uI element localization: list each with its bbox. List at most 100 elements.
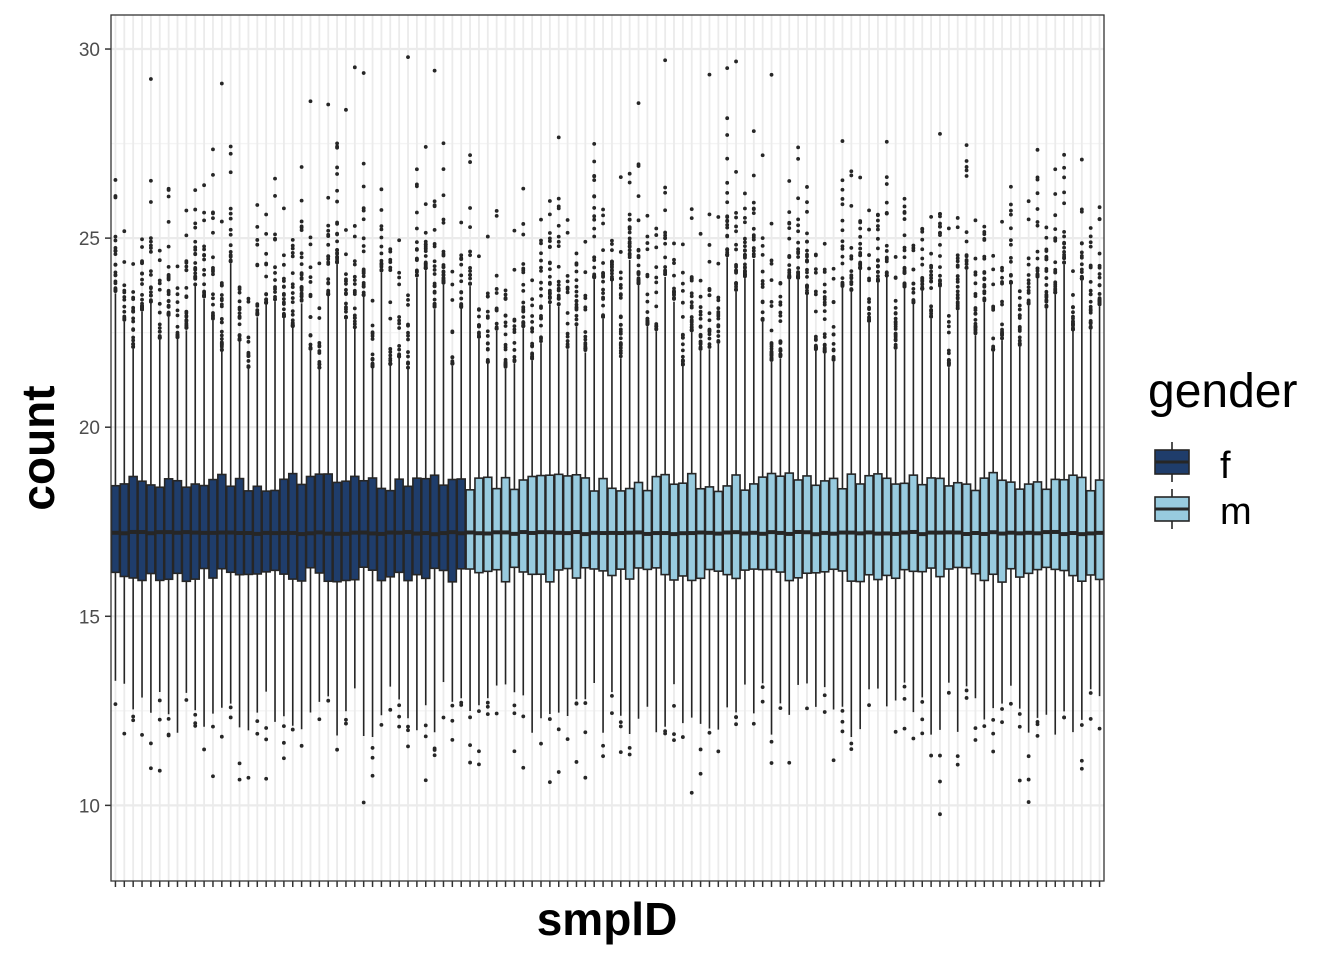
outlier-point xyxy=(290,324,295,328)
outlier-point xyxy=(211,311,215,315)
box-iqr xyxy=(926,477,936,569)
outlier-point xyxy=(299,224,304,229)
outlier-point xyxy=(228,227,233,232)
outlier-point xyxy=(858,220,863,225)
outlier-point xyxy=(335,172,339,176)
box-sample-37 xyxy=(429,68,440,758)
box-sample-98 xyxy=(970,218,981,742)
outlier-point xyxy=(1026,754,1031,759)
outlier-point xyxy=(131,297,136,301)
outlier-point xyxy=(281,293,286,297)
outlier-point xyxy=(264,262,269,267)
box-iqr xyxy=(713,490,724,572)
outlier-point xyxy=(273,297,277,302)
outlier-point xyxy=(565,285,570,290)
box-iqr xyxy=(917,483,928,573)
outlier-point xyxy=(805,288,809,293)
outlier-point xyxy=(459,290,464,295)
box-sample-48 xyxy=(527,278,537,733)
outlier-point xyxy=(140,237,144,242)
outlier-point xyxy=(716,295,721,300)
outlier-point xyxy=(148,239,153,244)
box-sample-53 xyxy=(571,251,582,764)
outlier-point xyxy=(1079,276,1084,281)
outlier-point xyxy=(1088,320,1093,325)
outlier-point xyxy=(281,253,286,258)
outlier-point xyxy=(1088,717,1093,721)
outlier-point xyxy=(556,279,561,284)
outlier-point xyxy=(663,255,668,260)
outlier-point xyxy=(441,220,446,225)
outlier-point xyxy=(468,272,472,277)
outlier-point xyxy=(459,220,464,225)
outlier-point xyxy=(1000,322,1004,327)
outlier-point xyxy=(397,321,402,326)
outlier-point xyxy=(893,255,898,259)
outlier-point xyxy=(184,264,189,269)
outlier-point xyxy=(202,257,206,262)
outlier-point xyxy=(335,141,339,146)
outlier-point xyxy=(920,229,925,234)
outlier-point xyxy=(955,296,960,301)
outlier-point xyxy=(574,251,579,256)
outlier-point xyxy=(379,722,384,727)
outlier-point xyxy=(796,275,801,279)
box-sample-101 xyxy=(997,219,1007,725)
box-iqr xyxy=(287,472,298,580)
outlier-point xyxy=(326,223,331,228)
outlier-point xyxy=(627,180,632,185)
outlier-point xyxy=(1044,269,1049,273)
outlier-point xyxy=(352,262,357,267)
outlier-point xyxy=(707,332,712,337)
box-sample-86 xyxy=(864,208,874,708)
outlier-point xyxy=(725,225,730,230)
box-sample-91 xyxy=(908,243,919,741)
outlier-point xyxy=(725,133,730,137)
box-sample-11 xyxy=(199,183,209,752)
outlier-point xyxy=(636,162,641,167)
outlier-point xyxy=(760,252,765,257)
outlier-point xyxy=(441,249,446,254)
outlier-point xyxy=(1026,298,1031,303)
y-tick-label: 25 xyxy=(79,229,100,250)
panel-border xyxy=(110,14,1105,882)
box-sample-21 xyxy=(287,238,298,732)
outlier-point xyxy=(237,287,242,292)
outlier-point xyxy=(397,703,402,708)
outlier-point xyxy=(335,255,339,260)
outlier-point xyxy=(680,354,685,359)
box-sample-2 xyxy=(119,229,130,736)
outlier-point xyxy=(849,276,854,281)
outlier-point xyxy=(1044,254,1049,259)
outlier-point xyxy=(716,306,721,311)
outlier-point xyxy=(1009,242,1013,247)
outlier-point xyxy=(211,230,215,235)
box-sample-9 xyxy=(181,208,192,702)
outlier-point xyxy=(778,339,783,344)
outlier-point xyxy=(290,320,295,325)
box-iqr xyxy=(722,485,732,576)
box-sample-3 xyxy=(128,262,138,723)
outlier-point xyxy=(1000,275,1004,280)
outlier-point xyxy=(831,357,836,362)
outlier-point xyxy=(911,246,916,250)
outlier-point xyxy=(663,731,668,736)
outlier-point xyxy=(805,239,809,244)
outlier-point xyxy=(193,207,198,212)
outlier-point xyxy=(946,314,951,318)
outlier-point xyxy=(228,144,233,149)
outlier-point xyxy=(1000,265,1004,270)
boxplot-series xyxy=(110,55,1105,817)
outlier-point xyxy=(148,246,153,250)
outlier-point xyxy=(796,196,801,201)
outlier-point xyxy=(884,257,889,262)
outlier-point xyxy=(805,270,809,275)
outlier-point xyxy=(441,193,446,198)
outlier-point xyxy=(450,269,455,274)
outlier-point xyxy=(556,196,561,201)
outlier-point xyxy=(1097,299,1102,304)
box-sample-31 xyxy=(376,187,387,727)
outlier-point xyxy=(485,329,490,334)
outlier-point xyxy=(1000,280,1004,284)
outlier-point xyxy=(308,292,313,297)
